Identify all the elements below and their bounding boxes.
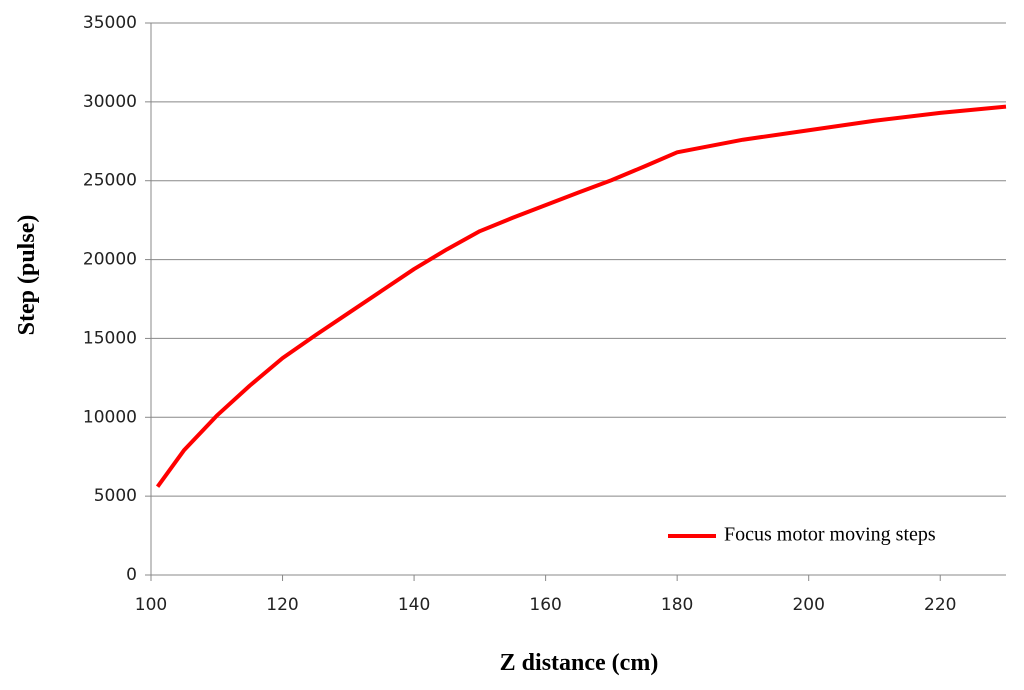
x-tick-label: 200 (792, 595, 824, 615)
y-tick-label: 25000 (83, 171, 137, 191)
legend-label: Focus motor moving steps (724, 524, 936, 546)
x-tick-label: 120 (266, 595, 298, 615)
y-tick-label: 30000 (83, 92, 137, 112)
y-tick-label: 35000 (83, 13, 137, 33)
x-tick-label: 100 (135, 595, 167, 615)
y-tick-label: 5000 (94, 486, 137, 506)
y-tick-label: 15000 (83, 328, 137, 348)
y-tick-label: 0 (126, 565, 137, 585)
x-axis-label: Z distance (cm) (500, 650, 659, 676)
y-tick-label: 10000 (83, 407, 137, 427)
y-axis-label: Step (pulse) (14, 215, 40, 336)
y-tick-label: 20000 (83, 250, 137, 270)
x-tick-label: 220 (924, 595, 956, 615)
data-line (155, 104, 1007, 488)
x-tick-label: 160 (529, 595, 561, 615)
x-tick-label: 140 (398, 595, 430, 615)
x-tick-label: 180 (661, 595, 693, 615)
